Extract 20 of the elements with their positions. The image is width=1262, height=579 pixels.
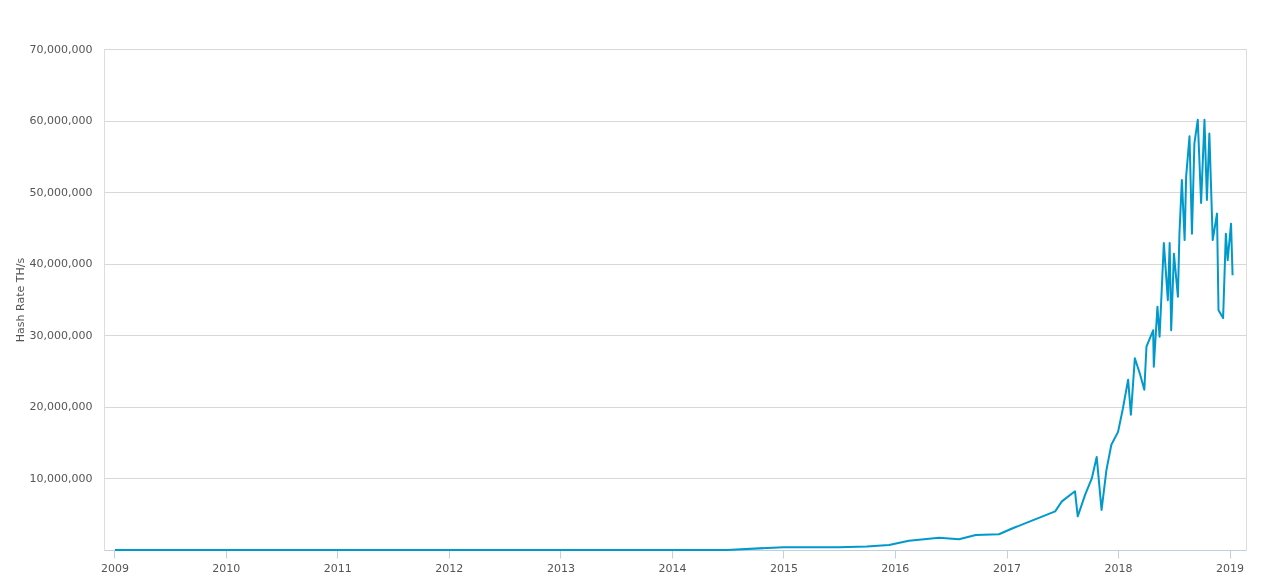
y-tick-label: 10,000,000 (29, 471, 93, 485)
x-tick-label: 2019 (1216, 561, 1245, 575)
x-tick-label: 2016 (881, 561, 910, 575)
line-series (113, 118, 1234, 551)
x-tick-label: 2017 (993, 561, 1022, 575)
x-tick-label: 2010 (212, 561, 241, 575)
y-tick-label: 40,000,000 (29, 257, 93, 271)
y-tick-label: 60,000,000 (29, 114, 93, 128)
x-tick-label: 2009 (100, 561, 129, 575)
y-tick-label: 70,000,000 (29, 42, 93, 56)
x-tick-label: 2012 (435, 561, 464, 575)
x-tick-label: 2013 (546, 561, 575, 575)
x-tick-label: 2018 (1104, 561, 1133, 575)
y-tick-label: 20,000,000 (29, 400, 93, 414)
y-tick-label: 50,000,000 (29, 185, 93, 199)
y-tick-label: 30,000,000 (29, 328, 93, 342)
x-tick-label: 2014 (658, 561, 687, 575)
x-tick-label: 2011 (323, 561, 352, 575)
x-tick-label: 2015 (769, 561, 798, 575)
y-axis-title: Hash Rate TH/s (13, 257, 27, 343)
